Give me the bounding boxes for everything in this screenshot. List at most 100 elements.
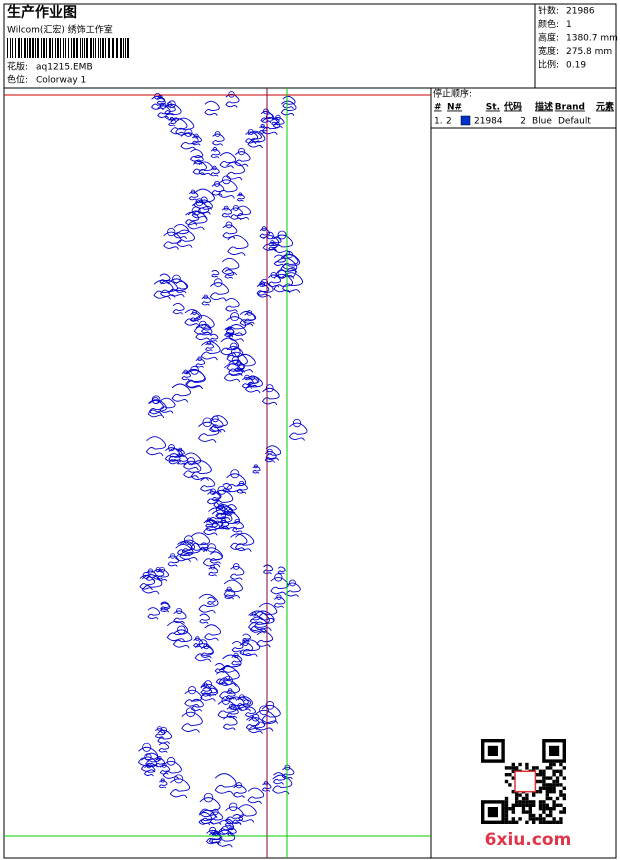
stat-value: 275.8 mm [566, 47, 612, 57]
qr-cell [538, 807, 543, 811]
motif-dot [203, 792, 214, 803]
qr-cell [552, 786, 556, 790]
motif-dot [214, 180, 221, 187]
qr-cell [535, 817, 539, 821]
qr-cell [532, 766, 536, 770]
bar-line [21, 38, 22, 58]
qr-cell [521, 803, 526, 807]
motif-curl [175, 280, 189, 294]
motif-dot [228, 91, 235, 98]
motif-curl [192, 161, 207, 176]
bar-line [95, 38, 96, 58]
motif-curl [261, 704, 281, 724]
design-label: 花版: [7, 61, 28, 73]
motif-dot [213, 278, 223, 287]
stat-label: 宽度: [538, 45, 559, 57]
motif-curl [145, 752, 160, 768]
motif-curl [270, 576, 289, 596]
motif-curl [203, 519, 220, 536]
qr-cell [552, 773, 556, 777]
qr-cell [542, 820, 546, 824]
motif-dot [230, 342, 238, 351]
motif-dot [197, 356, 202, 362]
motif-dot [267, 448, 273, 455]
qr-cell [511, 766, 515, 770]
motif-curl [248, 610, 270, 632]
qr-logo [514, 770, 537, 793]
column-header: N# [447, 103, 462, 113]
qr-cell [532, 813, 536, 818]
qr-cell [542, 810, 546, 814]
motif-dot [230, 469, 240, 479]
motif-dot [209, 826, 217, 834]
qr-cell [559, 810, 563, 814]
bar-line [29, 38, 31, 58]
motif-dot [169, 116, 174, 121]
motif-curl [202, 547, 224, 568]
motif-curl [171, 383, 191, 403]
bar-line [125, 38, 126, 58]
motif-curl [248, 717, 266, 734]
motif-dot [200, 196, 208, 204]
bar-line [27, 38, 28, 58]
motif-curl [265, 445, 282, 461]
bar-line [41, 38, 42, 58]
motif-curl [225, 298, 240, 313]
bar-line [112, 38, 114, 58]
motif-dot [186, 457, 196, 466]
bar-line [84, 38, 85, 58]
motif-curl [194, 643, 214, 663]
motif-curl [273, 273, 294, 294]
design: aq1215.EMB [36, 63, 93, 73]
qr-cell [549, 813, 553, 818]
motif-curl [273, 254, 286, 267]
motif-dot [277, 269, 287, 279]
qr-finder [481, 739, 505, 763]
qr-cell [538, 800, 543, 804]
qr-cell [552, 817, 556, 821]
motif-dot [212, 415, 219, 423]
qr-cell [545, 813, 549, 818]
motif-curl [225, 316, 247, 337]
qr-cell [545, 793, 549, 797]
motif-dot [157, 726, 162, 732]
motif-curl [193, 188, 215, 210]
bar-line [123, 38, 124, 58]
qr-cell [542, 800, 546, 804]
motif-curl [168, 453, 181, 465]
qr-cell [518, 762, 522, 767]
motif-curl [193, 155, 204, 165]
qr-cell [525, 796, 529, 801]
qr-cell [504, 779, 509, 784]
qr-code [481, 739, 567, 825]
stat-label: 高度: [538, 32, 559, 44]
motif-curl [147, 607, 161, 620]
bar-line [35, 38, 36, 58]
motif-dot [235, 782, 243, 789]
motif-curl [141, 574, 163, 595]
qr-cell [555, 783, 560, 787]
column-header: Brand [555, 103, 585, 113]
qr-cell [508, 766, 512, 770]
qr-cell [559, 783, 563, 787]
motif-curl [285, 582, 301, 598]
motif-curl [139, 574, 155, 591]
stat-label: 比例: [538, 59, 559, 71]
motif-curl [160, 601, 170, 611]
qr-cell [521, 796, 526, 801]
motif-curl [238, 804, 257, 823]
motif-curl [228, 324, 247, 342]
motif-curl [280, 100, 297, 116]
bar-line [71, 38, 72, 58]
cell: Default [558, 117, 591, 127]
qr-cell [552, 762, 556, 767]
qr-cell [545, 776, 549, 780]
motif-curl [221, 257, 240, 276]
motif-dot [289, 579, 296, 587]
motif-curl [190, 532, 210, 552]
bar-line [60, 38, 61, 58]
cell: 21984 [474, 117, 503, 127]
qr-cell [532, 820, 536, 824]
qr-cell [542, 776, 546, 780]
